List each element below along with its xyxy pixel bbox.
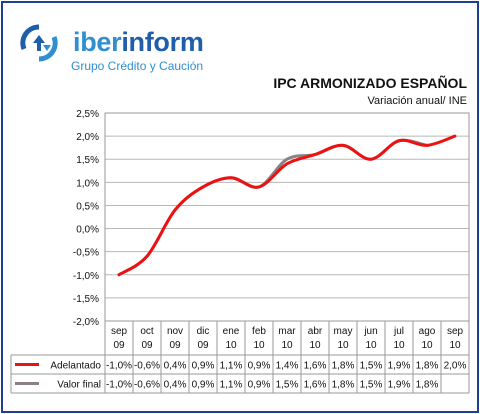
brand-tagline: Grupo Crédito y Caución — [71, 59, 204, 73]
table-cell-value: 1,6% — [304, 380, 327, 391]
x-tick-label-year: 10 — [421, 340, 433, 351]
table-cell-value: 1,1% — [220, 361, 243, 372]
x-tick-label-year: 09 — [113, 340, 125, 351]
brand-name-prefix: iber — [73, 27, 122, 57]
x-tick-label-year: 10 — [449, 340, 461, 351]
table-cell-value: 0,9% — [248, 361, 271, 372]
table-cell-value: 0,9% — [248, 380, 271, 391]
chart-subtitle: Variación anual/ INE — [367, 95, 467, 107]
x-tick-label-month: may — [334, 326, 353, 337]
table-cell-value: 1,8% — [416, 361, 439, 372]
y-tick-label: -0,5% — [73, 248, 99, 259]
legend-label-adelantado: Adelantado — [50, 361, 101, 372]
series-line-valor-final — [117, 138, 429, 277]
table-cell-value: 1,8% — [416, 380, 439, 391]
table-cell-value: 1,9% — [388, 380, 411, 391]
x-tick-label-year: 09 — [169, 340, 181, 351]
chart-svg: 2,5% 2,0% 1,5% 1,0% 0,5% 0,0% -0,5% -1,0% -1,5% -… — [10, 109, 470, 394]
x-tick-label-month: ago — [419, 326, 436, 337]
plot-area-border — [104, 112, 470, 322]
table-cell-value: 0,4% — [164, 380, 187, 391]
table-cell-value: -0,6% — [134, 380, 160, 391]
y-tick-label: 1,0% — [76, 178, 99, 189]
y-tick-label: -1,0% — [73, 271, 99, 282]
x-tick-label-month: sep — [111, 326, 128, 337]
y-tick-label: 0,5% — [76, 201, 99, 212]
y-tick-label: -1,5% — [73, 294, 99, 305]
legend-label-valor-final: Valor final — [57, 380, 101, 391]
x-tick-label-month: dic — [197, 326, 210, 337]
table-cell-value: 0,4% — [164, 361, 187, 372]
table-cell-value: 1,4% — [276, 361, 299, 372]
brand-logo: iberinform Grupo Crédito y Caución — [19, 17, 219, 73]
table-cell-value: 2,0% — [444, 361, 467, 372]
x-tick-label-year: 10 — [253, 340, 265, 351]
brand-name-suffix: inform — [121, 27, 204, 57]
x-tick-label-month: nov — [167, 326, 183, 337]
table-cell-value: -1,0% — [106, 380, 132, 391]
table-cell-value: -1,0% — [106, 361, 132, 372]
table-cell-value: 1,6% — [304, 361, 327, 372]
table-cell-value: 1,5% — [360, 361, 383, 372]
x-tick-label-year: 09 — [141, 340, 153, 351]
table-cell-value: 1,8% — [332, 361, 355, 372]
y-tick-label: -2,0% — [73, 317, 99, 328]
table-cell-value: 1,8% — [332, 380, 355, 391]
table-cell-value: 1,1% — [220, 380, 243, 391]
x-tick-label-year: 09 — [197, 340, 209, 351]
brand-name: iberinform — [73, 27, 204, 58]
table-cell-value: 0,9% — [192, 380, 215, 391]
table-cell-value: 1,5% — [276, 380, 299, 391]
table-cell-value: 1,5% — [360, 380, 383, 391]
table-cell-value: 0,9% — [192, 361, 215, 372]
x-tick-label-month: oct — [140, 326, 154, 337]
y-tick-label: 2,0% — [76, 132, 99, 143]
table-cell-value: 1,9% — [388, 361, 411, 372]
y-tick-label: 2,5% — [76, 109, 99, 120]
x-tick-label-month: jul — [393, 326, 404, 337]
x-tick-label-month: jun — [363, 326, 377, 337]
x-tick-label-year: 10 — [393, 340, 405, 351]
table-cell-value: -0,6% — [134, 361, 160, 372]
x-tick-label-month: ene — [223, 326, 240, 337]
x-tick-label-year: 10 — [281, 340, 293, 351]
x-tick-label-month: mar — [278, 326, 296, 337]
series-line-adelantado — [117, 134, 457, 277]
x-tick-label-year: 10 — [225, 340, 237, 351]
x-tick-label-year: 10 — [337, 340, 349, 351]
chart-title: IPC ARMONIZADO ESPAÑOL — [273, 75, 467, 91]
x-tick-label-month: feb — [252, 326, 266, 337]
y-tick-label: 0,0% — [76, 225, 99, 236]
circular-arrows-logo-icon — [20, 24, 58, 62]
x-tick-label-year: 10 — [309, 340, 321, 351]
y-tick-label: 1,5% — [76, 155, 99, 166]
x-tick-label-year: 10 — [365, 340, 377, 351]
x-tick-label-month: sep — [447, 326, 464, 337]
x-tick-label-month: abr — [308, 326, 323, 337]
